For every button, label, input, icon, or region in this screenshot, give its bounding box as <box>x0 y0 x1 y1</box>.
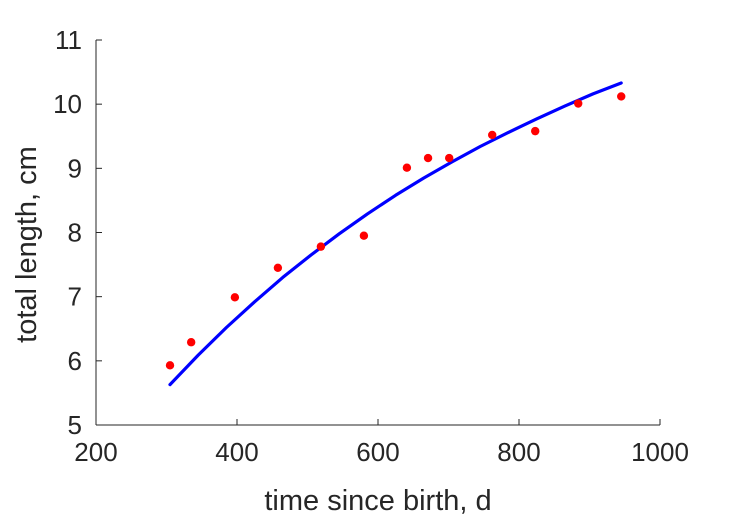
data-point <box>423 153 433 163</box>
y-tick-label: 6 <box>68 346 82 376</box>
y-tick-label: 9 <box>68 153 82 183</box>
data-point <box>574 99 583 108</box>
y-tick-label: 11 <box>55 25 82 55</box>
y-tick-label: 10 <box>53 89 82 119</box>
data-point <box>316 242 326 251</box>
axes: 200 400 600 800 1000 5 6 7 8 9 10 11 <box>53 25 689 467</box>
data-point <box>165 361 175 370</box>
plot-area <box>165 81 626 387</box>
x-tick-label: 200 <box>74 437 117 467</box>
fit-curve-line <box>168 81 623 387</box>
x-axis-label: time since birth, d <box>264 485 491 517</box>
y-axis-label: total length, cm <box>11 146 43 343</box>
data-point <box>531 126 540 136</box>
x-tick-label: 800 <box>497 437 540 467</box>
data-point <box>186 338 196 347</box>
data-point <box>402 163 412 172</box>
data-point <box>488 130 497 140</box>
data-point <box>230 293 240 302</box>
y-tick-label: 7 <box>68 282 82 312</box>
data-point <box>617 92 626 101</box>
x-tick-label: 1000 <box>631 437 689 467</box>
data-point <box>445 153 454 163</box>
y-tick-label: 8 <box>68 218 82 248</box>
data-point <box>359 231 369 240</box>
x-tick-label: 600 <box>356 437 399 467</box>
x-tick-label: 400 <box>215 437 258 467</box>
data-point <box>273 263 283 272</box>
y-tick-label: 5 <box>68 410 82 440</box>
